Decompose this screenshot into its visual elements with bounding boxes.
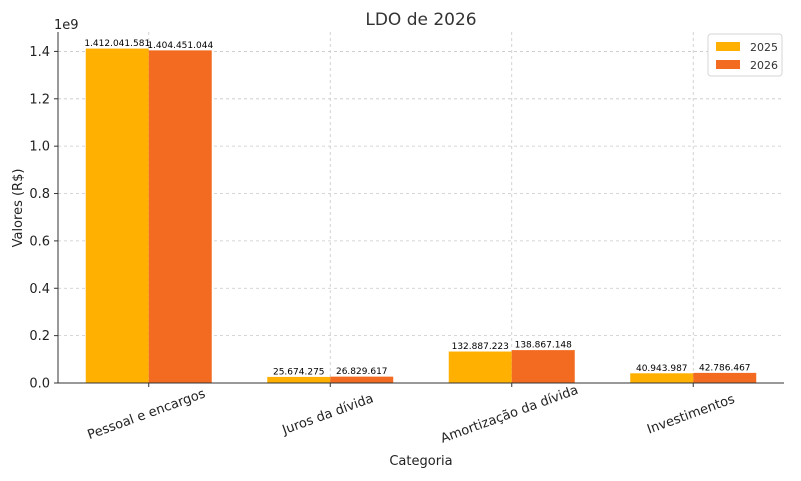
- legend-label-2025: 2025: [750, 41, 778, 54]
- y-tick-label: 0.4: [29, 282, 50, 297]
- legend: 2025 2026: [707, 33, 783, 77]
- bar-2026-2: [511, 350, 575, 383]
- data-labels: 1.412.041.581 25.674.275 132.887.223 40.943…: [84, 39, 750, 377]
- bar-2026-3: [693, 372, 757, 383]
- legend-label-2026: 2026: [750, 59, 778, 72]
- x-axis-title: Categoria: [389, 454, 452, 469]
- data-label-2026-2: 138.867.148: [515, 341, 573, 351]
- bar-2025-0: [85, 48, 149, 384]
- bar-2025-2: [448, 351, 512, 383]
- data-label-2025-3: 40.943.987: [636, 364, 688, 374]
- legend-swatch-2026: [716, 60, 740, 69]
- data-label-2026-0: 1.404.451.044: [147, 41, 213, 51]
- y-tick-label: 0.6: [29, 234, 50, 249]
- data-label-2025-1: 25.674.275: [273, 367, 325, 377]
- y-tick-label: 1.2: [29, 92, 50, 107]
- bar-2026-0: [148, 50, 212, 384]
- x-tick-label: Pessoal e encargos: [86, 386, 208, 443]
- y-axis-offset-label: 1e9: [54, 18, 79, 33]
- bars: [85, 48, 757, 384]
- y-tick-label: 0.0: [29, 377, 50, 392]
- bar-2025-1: [267, 376, 331, 383]
- y-axis-title: Valores (R$): [11, 169, 26, 248]
- data-label-2025-2: 132.887.223: [452, 342, 509, 352]
- y-tick-label: 0.2: [29, 329, 50, 344]
- bar-2025-3: [630, 373, 694, 383]
- chart-title: LDO de 2026: [365, 10, 476, 30]
- x-tick-label: Investimentos: [645, 392, 737, 438]
- x-tick-label: Juros da dívida: [280, 391, 376, 438]
- legend-swatch-2025: [716, 42, 740, 51]
- x-tick-label: Amortização da dívida: [439, 383, 581, 447]
- data-label-2025-0: 1.412.041.581: [84, 39, 150, 49]
- y-tick-label: 1.4: [29, 45, 50, 60]
- data-label-2026-3: 42.786.467: [699, 363, 751, 373]
- bar-2026-1: [330, 376, 394, 383]
- y-tick-label: 0.8: [29, 187, 50, 202]
- data-label-2026-1: 26.829.617: [336, 367, 388, 377]
- y-tick-label: 1.0: [29, 140, 50, 155]
